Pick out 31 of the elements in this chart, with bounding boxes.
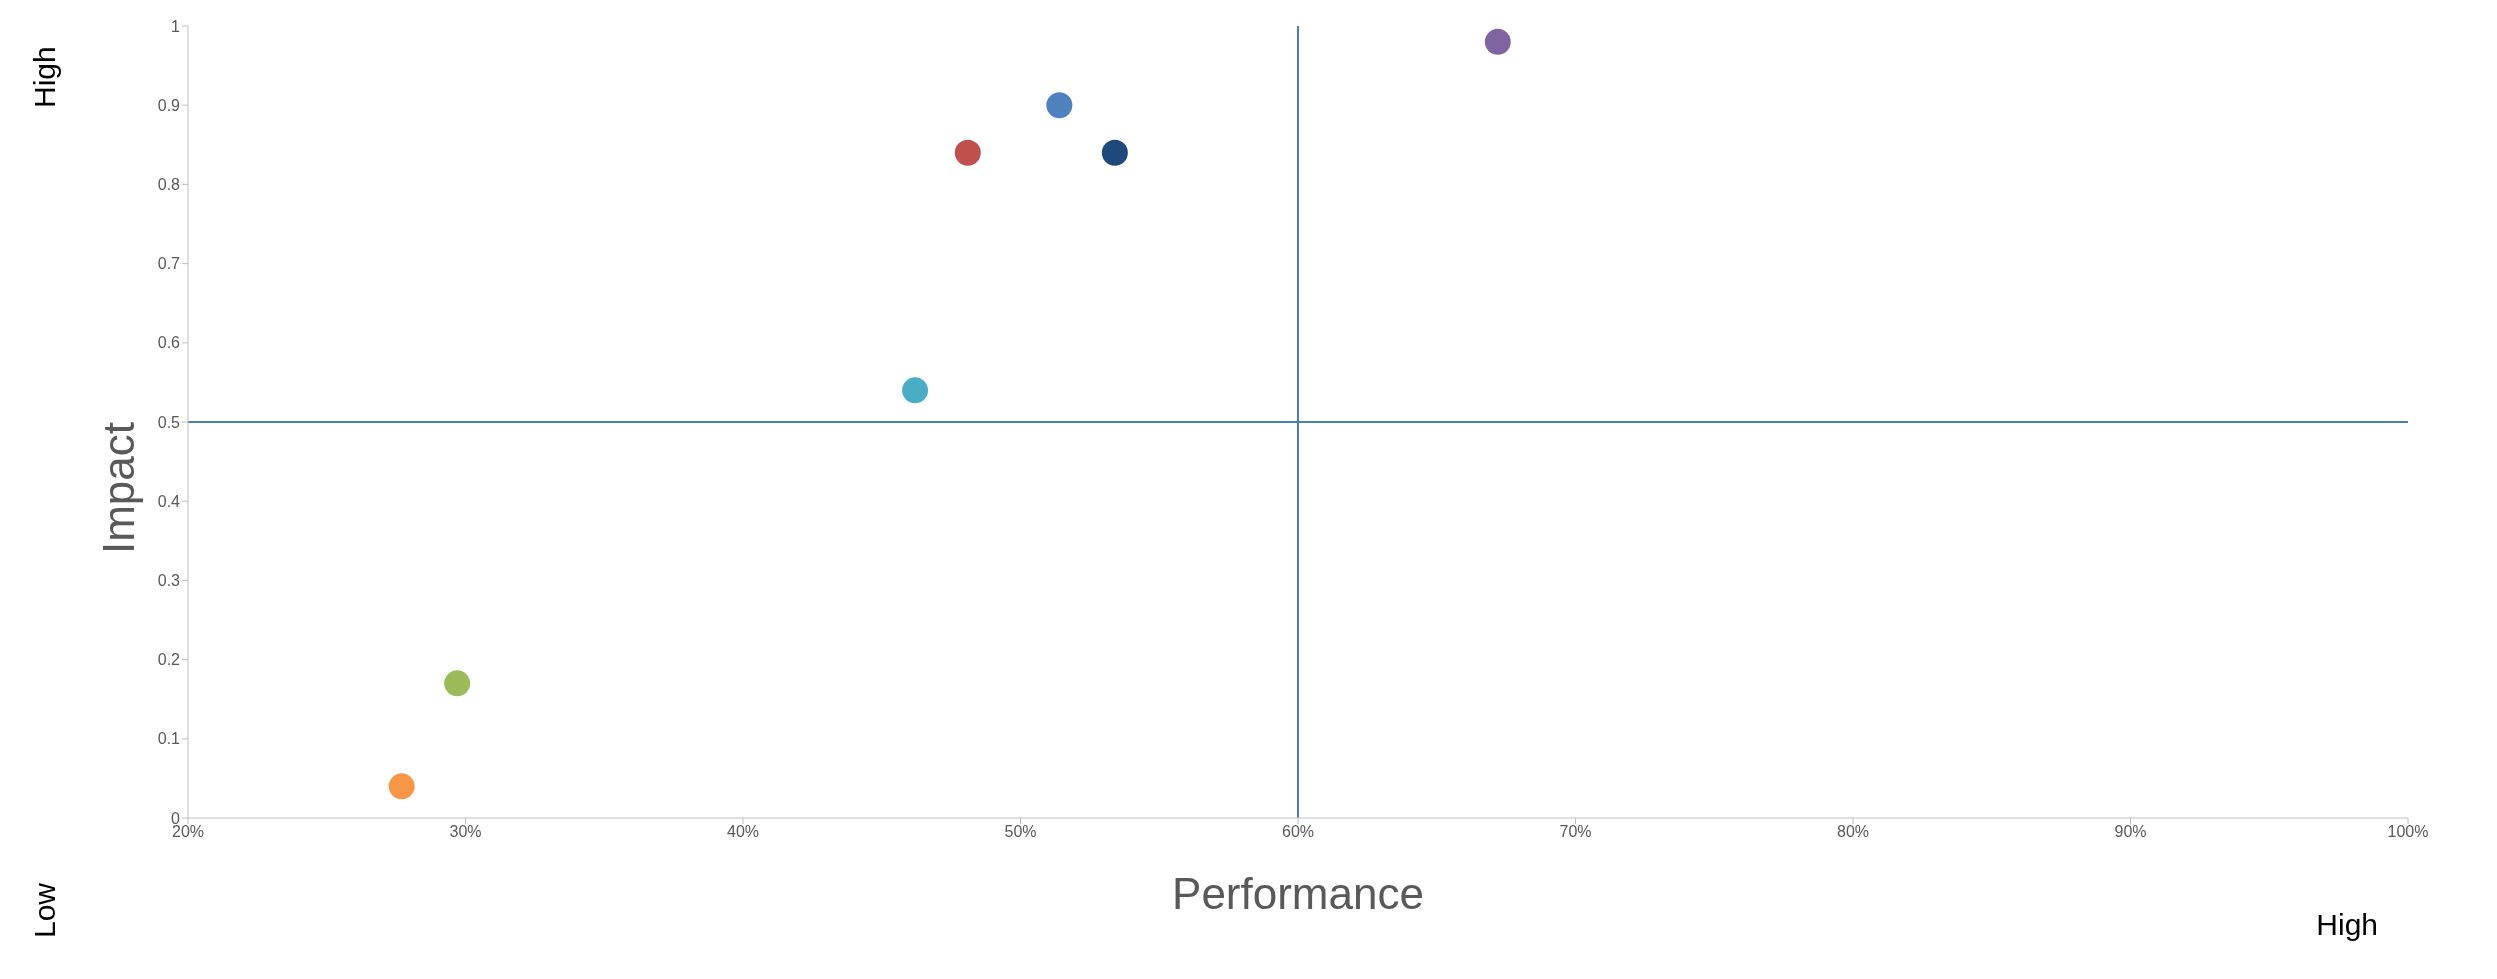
x-tick-label: 60% — [1281, 823, 1315, 841]
x-tick-label: 100% — [2387, 823, 2429, 841]
point — [444, 670, 471, 697]
point — [388, 773, 415, 800]
y-tick-label: 0.3 — [157, 572, 181, 590]
y-tick-label: 0.4 — [157, 492, 181, 510]
x-tick-label: 90% — [2114, 823, 2147, 841]
x-tick-label: 20% — [171, 823, 205, 841]
point — [954, 139, 981, 166]
x-tick-label: 70% — [1559, 823, 1592, 841]
x-tick-label: 40% — [726, 823, 760, 841]
point — [902, 377, 929, 404]
y-tick-label: 0.5 — [157, 413, 181, 431]
y-tick-label: 1 — [171, 17, 181, 35]
y-tick-label: 0.6 — [157, 334, 181, 352]
y-tick-label: 0.2 — [157, 651, 181, 669]
y-tick-label: 0.9 — [157, 96, 181, 114]
text: High — [28, 46, 62, 108]
x-axis-title: Performance — [1172, 869, 1424, 919]
point — [1046, 92, 1073, 119]
y-axis-title: Impact — [93, 422, 143, 555]
point — [1101, 139, 1128, 166]
text: Low — [28, 882, 62, 938]
y-tick-label: 0.8 — [157, 176, 181, 194]
x-tick-label: 30% — [449, 823, 482, 841]
x-tick-label: 50% — [1004, 823, 1037, 841]
y-tick-label: 0.7 — [157, 255, 181, 273]
y-tick-label: 0.1 — [157, 730, 181, 748]
point — [1484, 28, 1511, 55]
x-tick-label: 80% — [1836, 823, 1870, 841]
text: High — [2316, 908, 2378, 942]
